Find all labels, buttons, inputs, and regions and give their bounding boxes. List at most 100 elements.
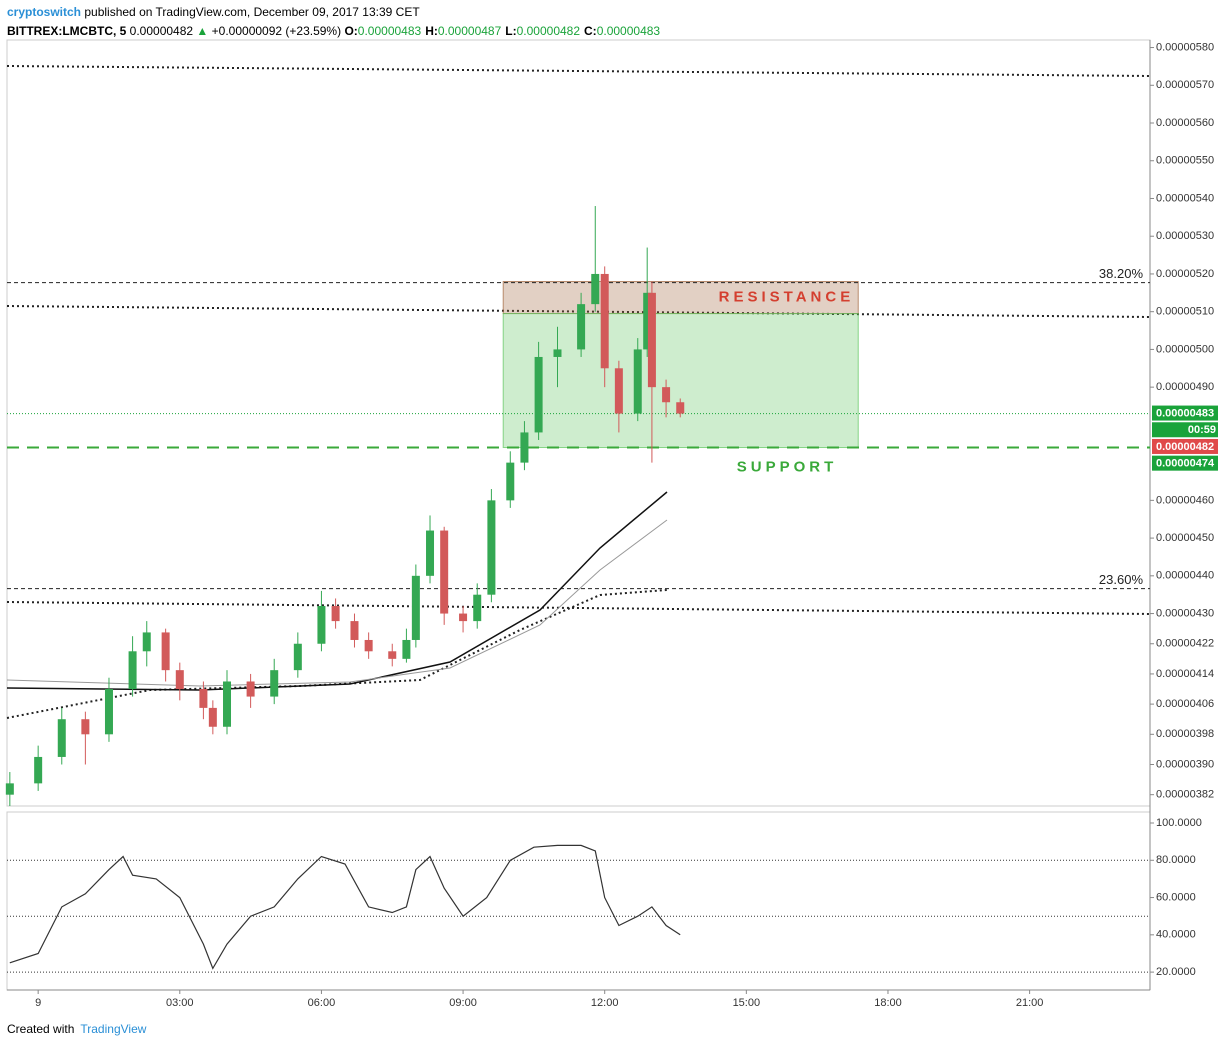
price-tag (1152, 422, 1218, 438)
x-tick-label: 09:00 (449, 997, 477, 1009)
fib-label: 23.60% (1099, 572, 1144, 587)
x-tick-label: 21:00 (1016, 997, 1044, 1009)
ohlc-value: 0.00000482 (516, 24, 581, 38)
candle-body (614, 368, 623, 414)
zone-label: RESISTANCE (719, 289, 855, 306)
y-tick-label: 80.0000 (1156, 854, 1196, 866)
y-tick-label: 0.00000390 (1156, 758, 1214, 770)
symbol: BITTREX:LMCBTC, 5 (7, 24, 127, 38)
candle-body (600, 273, 609, 369)
candle-body (175, 670, 184, 690)
candle-body (208, 707, 217, 727)
candle-body (440, 530, 449, 614)
candle-body (364, 639, 373, 652)
y-tick-label: 0.00000460 (1156, 494, 1214, 506)
y-tick-label: 0.00000510 (1156, 306, 1214, 318)
price-tag-label: 0.00000474 (1156, 458, 1215, 470)
candle-body (506, 462, 515, 501)
y-tick-label: 0.00000570 (1156, 79, 1214, 91)
candle-body (317, 606, 326, 644)
y-tick-label: 0.00000530 (1156, 230, 1214, 242)
ohlc-label: H: (425, 24, 438, 38)
price-tag (1152, 405, 1218, 421)
y-tick-label: 20.0000 (1156, 966, 1196, 978)
candle-body (553, 349, 562, 357)
header: cryptoswitch published on TradingView.co… (7, 3, 664, 41)
candle-body (577, 304, 586, 350)
x-tick-label: 06:00 (308, 997, 336, 1009)
y-tick-label: 0.00000382 (1156, 789, 1214, 801)
y-tick-label: 0.00000580 (1156, 41, 1214, 53)
price-tag (1152, 438, 1218, 454)
support-label: SUPPORT (737, 458, 838, 475)
candle-body (487, 500, 496, 595)
candle-body (270, 670, 279, 697)
y-tick-label: 0.00000398 (1156, 728, 1214, 740)
candle-body (161, 632, 170, 671)
created-with: Created with (7, 1022, 75, 1036)
candle-body (128, 651, 137, 690)
ohlc-value: 0.00000487 (437, 24, 502, 38)
y-tick-label: 0.00000550 (1156, 155, 1214, 167)
y-tick-label: 0.00000414 (1156, 668, 1214, 680)
header-line-1: cryptoswitch published on TradingView.co… (7, 3, 664, 22)
x-tick-label: 03:00 (166, 997, 194, 1009)
candle-body (199, 689, 208, 708)
trend-line (6, 601, 1151, 615)
candle-body (104, 689, 113, 735)
y-tick-label: 0.00000490 (1156, 381, 1214, 393)
ohlc-value: 0.00000483 (596, 24, 661, 38)
published: published on TradingView.com, December 0… (84, 5, 420, 19)
candle-body (350, 621, 359, 640)
candle-body (34, 756, 43, 784)
footer: Created with TradingView (7, 1022, 146, 1036)
price-tag-label: 0.00000482 (1156, 441, 1214, 453)
candle-body (411, 575, 420, 640)
price-tag-label: 0.00000483 (1156, 407, 1214, 419)
up-arrow: ▲ (196, 24, 209, 38)
candle-body (633, 349, 642, 414)
price-tag (1152, 455, 1218, 471)
candle-body (520, 432, 529, 463)
stoch-panel (6, 811, 1151, 991)
candle-body (473, 594, 482, 622)
candle-body (142, 632, 151, 652)
y-tick-label: 100.0000 (1156, 817, 1202, 829)
x-tick-label: 12:00 (591, 997, 619, 1009)
candle-body (402, 639, 411, 659)
x-tick-label: 18:00 (874, 997, 902, 1009)
x-tick-label: 15:00 (733, 997, 761, 1009)
trend-line (6, 65, 1151, 77)
candle-body (223, 681, 232, 727)
candle-body (388, 651, 397, 659)
brand[interactable]: TradingView (80, 1022, 147, 1036)
ohlc-label: L: (505, 24, 517, 38)
candle-body (676, 402, 685, 414)
fib-label: 38.20% (1099, 266, 1144, 281)
y-tick-label: 0.00000430 (1156, 607, 1214, 619)
candle-body (246, 681, 255, 697)
y-tick-label: 0.00000500 (1156, 343, 1214, 355)
candle-body (5, 783, 14, 795)
ohlc: O:0.00000483 H:0.00000487 L:0.00000482 C:0.… (344, 24, 664, 38)
y-tick-label: 0.00000450 (1156, 532, 1214, 544)
y-tick-label: 0.00000560 (1156, 117, 1214, 129)
candle-body (57, 719, 66, 757)
candle-body (643, 292, 652, 350)
last-price: 0.00000482 (129, 24, 194, 38)
y-tick-label: 60.0000 (1156, 891, 1196, 903)
y-tick-label: 0.00000540 (1156, 192, 1214, 204)
y-tick-label: 0.00000422 (1156, 638, 1214, 650)
x-tick-label: 9 (35, 997, 41, 1009)
candle-body (647, 292, 656, 388)
moving-average (6, 519, 668, 687)
author[interactable]: cryptoswitch (7, 5, 82, 19)
ohlc-label: C: (584, 24, 597, 38)
candle-body (293, 643, 302, 671)
change: +0.00000092 (+23.59%) (211, 24, 342, 38)
candle-body (81, 719, 90, 735)
candle-body (426, 530, 435, 576)
moving-average (6, 491, 668, 691)
